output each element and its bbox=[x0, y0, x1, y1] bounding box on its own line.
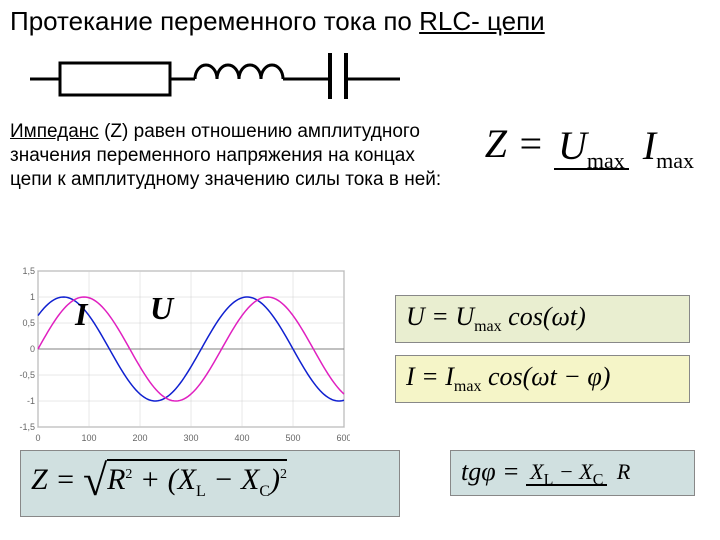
voltage-formula: U = Umax cos(ωt) bbox=[395, 295, 690, 343]
title-prefix: Протекание переменного тока по bbox=[10, 6, 419, 36]
svg-text:100: 100 bbox=[81, 433, 96, 443]
zf-plus: + ( bbox=[132, 463, 177, 496]
tg-minus: − bbox=[553, 459, 579, 484]
zf-lhs: Z bbox=[31, 463, 48, 496]
sqrt-content: R2 + (XL − XC)2 bbox=[107, 459, 287, 501]
svg-text:500: 500 bbox=[285, 433, 300, 443]
phase-angle-formula: tgφ = XL − XC R bbox=[450, 450, 695, 496]
zf-xl-sub: L bbox=[196, 483, 206, 500]
zf-close: ) bbox=[270, 463, 280, 496]
tg-xc: X bbox=[579, 459, 592, 484]
z-eq: = bbox=[507, 121, 554, 166]
u-close: ) bbox=[577, 302, 586, 331]
z-fraction: Umax Imax bbox=[554, 122, 698, 174]
tg-xl-sub: L bbox=[544, 471, 554, 488]
current-formula: I = Imax cos(ωt − φ) bbox=[395, 355, 690, 403]
i-trig: cos( bbox=[481, 362, 531, 391]
term-symbol: (Z) bbox=[104, 121, 128, 142]
i-sub: max bbox=[454, 378, 482, 395]
i-arg: ωt − φ bbox=[531, 362, 602, 391]
impedance-ratio-formula: Z = Umax Imax bbox=[485, 120, 698, 174]
rlc-circuit-diagram bbox=[0, 41, 720, 112]
z-den-base: I bbox=[643, 123, 656, 168]
sqrt-symbol: √ bbox=[83, 456, 107, 505]
i-close: ) bbox=[602, 362, 611, 391]
u-base: U bbox=[455, 302, 474, 331]
svg-text:0: 0 bbox=[30, 344, 35, 354]
svg-text:600: 600 bbox=[336, 433, 350, 443]
impedance-definition: Импеданс (Z) равен отношению амплитудног… bbox=[0, 112, 470, 191]
z-num-base: U bbox=[558, 123, 587, 168]
tg-eq: = bbox=[496, 457, 527, 486]
i-base: I bbox=[445, 362, 454, 391]
chart-label-i: I bbox=[75, 296, 87, 333]
page-title: Протекание переменного тока по RLC- цепи bbox=[0, 0, 720, 41]
zf-xc-sub: C bbox=[259, 483, 270, 500]
tg-den: R bbox=[613, 457, 634, 484]
svg-text:200: 200 bbox=[132, 433, 147, 443]
impedance-magnitude-formula: Z = √R2 + (XL − XC)2 bbox=[20, 450, 400, 517]
u-trig: cos( bbox=[502, 302, 552, 331]
tg-fraction: XL − XC R bbox=[526, 459, 634, 489]
u-arg: ωt bbox=[551, 302, 577, 331]
tg-xl: X bbox=[530, 459, 543, 484]
i-eq: = bbox=[415, 362, 446, 391]
zf-eq: = bbox=[48, 463, 83, 496]
chart-label-u: U bbox=[150, 290, 173, 327]
circuit-svg bbox=[30, 43, 400, 99]
u-lhs: U bbox=[406, 302, 425, 331]
tg-xc-sub: C bbox=[593, 471, 604, 488]
zf-close-sup: 2 bbox=[280, 467, 287, 482]
u-sub: max bbox=[474, 318, 502, 335]
zf-xc: X bbox=[241, 463, 259, 496]
svg-text:1,5: 1,5 bbox=[22, 266, 35, 276]
tg-lhs: tgφ bbox=[461, 457, 496, 486]
zf-minus: − bbox=[206, 463, 241, 496]
zf-r: R bbox=[107, 463, 125, 496]
svg-text:300: 300 bbox=[183, 433, 198, 443]
svg-text:-1,5: -1,5 bbox=[19, 422, 35, 432]
title-underlined: RLC- цепи bbox=[419, 6, 545, 36]
z-num-sub: max bbox=[587, 148, 625, 173]
zf-xl: X bbox=[178, 463, 196, 496]
z-lhs: Z bbox=[485, 121, 507, 166]
svg-text:-1: -1 bbox=[27, 396, 35, 406]
term-impedance: Импеданс bbox=[10, 121, 99, 142]
z-den-sub: max bbox=[656, 148, 694, 173]
svg-text:0: 0 bbox=[35, 433, 40, 443]
svg-text:-0,5: -0,5 bbox=[19, 370, 35, 380]
i-lhs: I bbox=[406, 362, 415, 391]
svg-text:400: 400 bbox=[234, 433, 249, 443]
svg-text:1: 1 bbox=[30, 292, 35, 302]
waveform-chart: 0 100 200 300 400 500 600 -1,5 -1 -0,5 0 0,5 1 1,5 bbox=[10, 265, 350, 445]
chart-svg: 0 100 200 300 400 500 600 -1,5 -1 -0,5 0 0,5 1 1,5 bbox=[10, 265, 350, 445]
u-eq: = bbox=[425, 302, 456, 331]
svg-text:0,5: 0,5 bbox=[22, 318, 35, 328]
